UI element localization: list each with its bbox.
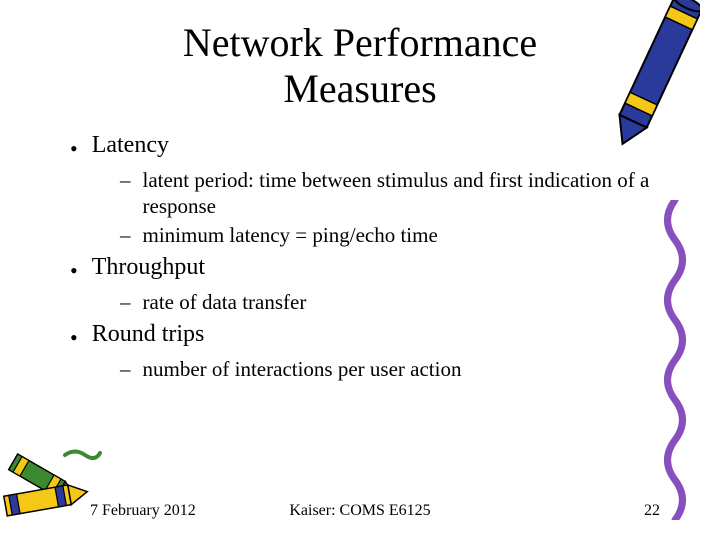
bullet-throughput-text: Throughput — [92, 254, 205, 281]
purple-squiggle-decoration — [655, 200, 695, 520]
bullet-latency: • Latency — [70, 132, 660, 165]
sub-bullet-latent-period: – latent period: time between stimulus a… — [120, 167, 660, 220]
sub-bullet-interactions: – number of interactions per user action — [120, 356, 660, 382]
slide-footer: 7 February 2012 Kaiser: COMS E6125 22 — [0, 502, 720, 520]
dash-icon: – — [120, 289, 131, 315]
sub-bullet-rate: – rate of data transfer — [120, 289, 660, 315]
footer-center: Kaiser: COMS E6125 — [289, 502, 430, 520]
sub-bullet-min-latency: – minimum latency = ping/echo time — [120, 222, 660, 248]
bullet-roundtrips-text: Round trips — [92, 321, 205, 348]
footer-page-number: 22 — [644, 502, 660, 520]
crayon-blue-decoration — [600, 0, 700, 185]
sub-bullet-text: minimum latency = ping/echo time — [143, 222, 438, 248]
bullet-dot-icon: • — [70, 254, 78, 287]
bullet-roundtrips: • Round trips — [70, 321, 660, 354]
bullet-dot-icon: • — [70, 132, 78, 165]
bullet-throughput: • Throughput — [70, 254, 660, 287]
title-line-2: Measures — [283, 66, 436, 111]
slide-title: Network Performance Measures — [60, 20, 660, 112]
bullet-dot-icon: • — [70, 321, 78, 354]
bullet-latency-text: Latency — [92, 132, 169, 159]
title-line-1: Network Performance — [183, 20, 537, 65]
sub-bullet-text: number of interactions per user action — [143, 356, 462, 382]
footer-date: 7 February 2012 — [90, 502, 196, 520]
sub-bullet-text: rate of data transfer — [143, 289, 307, 315]
dash-icon: – — [120, 356, 131, 382]
slide: Network Performance Measures • Latency –… — [0, 0, 720, 540]
dash-icon: – — [120, 167, 131, 193]
slide-body: • Latency – latent period: time between … — [60, 132, 660, 382]
sub-bullet-text: latent period: time between stimulus and… — [143, 167, 661, 220]
dash-icon: – — [120, 222, 131, 248]
